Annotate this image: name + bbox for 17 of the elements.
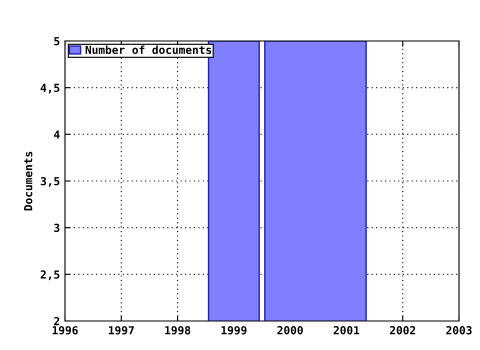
y-tick-label: 5 [54, 37, 60, 46]
x-tick-label: 2003 [446, 326, 472, 334]
x-tick-label: 2000 [277, 326, 303, 334]
legend-label: Number of documents [86, 45, 212, 54]
y-tick-label: 4,5 [40, 84, 60, 94]
y-tick-label: 3,5 [40, 176, 60, 187]
y-tick-label: 2 [54, 316, 60, 326]
y-tick-label: 2,5 [40, 270, 60, 280]
x-tick-label: 2001 [334, 326, 360, 334]
x-tick-label: 1999 [222, 326, 247, 335]
x-tick-label: 1996 [52, 326, 78, 335]
y-tick-label: 3 [54, 224, 60, 232]
x-tick-label: 2002 [390, 326, 416, 334]
x-tick-label: 1997 [108, 326, 134, 335]
y-tick-label: 4 [54, 130, 60, 139]
y-axis-title: Documents [24, 152, 32, 210]
x-tick-label: 1998 [165, 326, 190, 335]
